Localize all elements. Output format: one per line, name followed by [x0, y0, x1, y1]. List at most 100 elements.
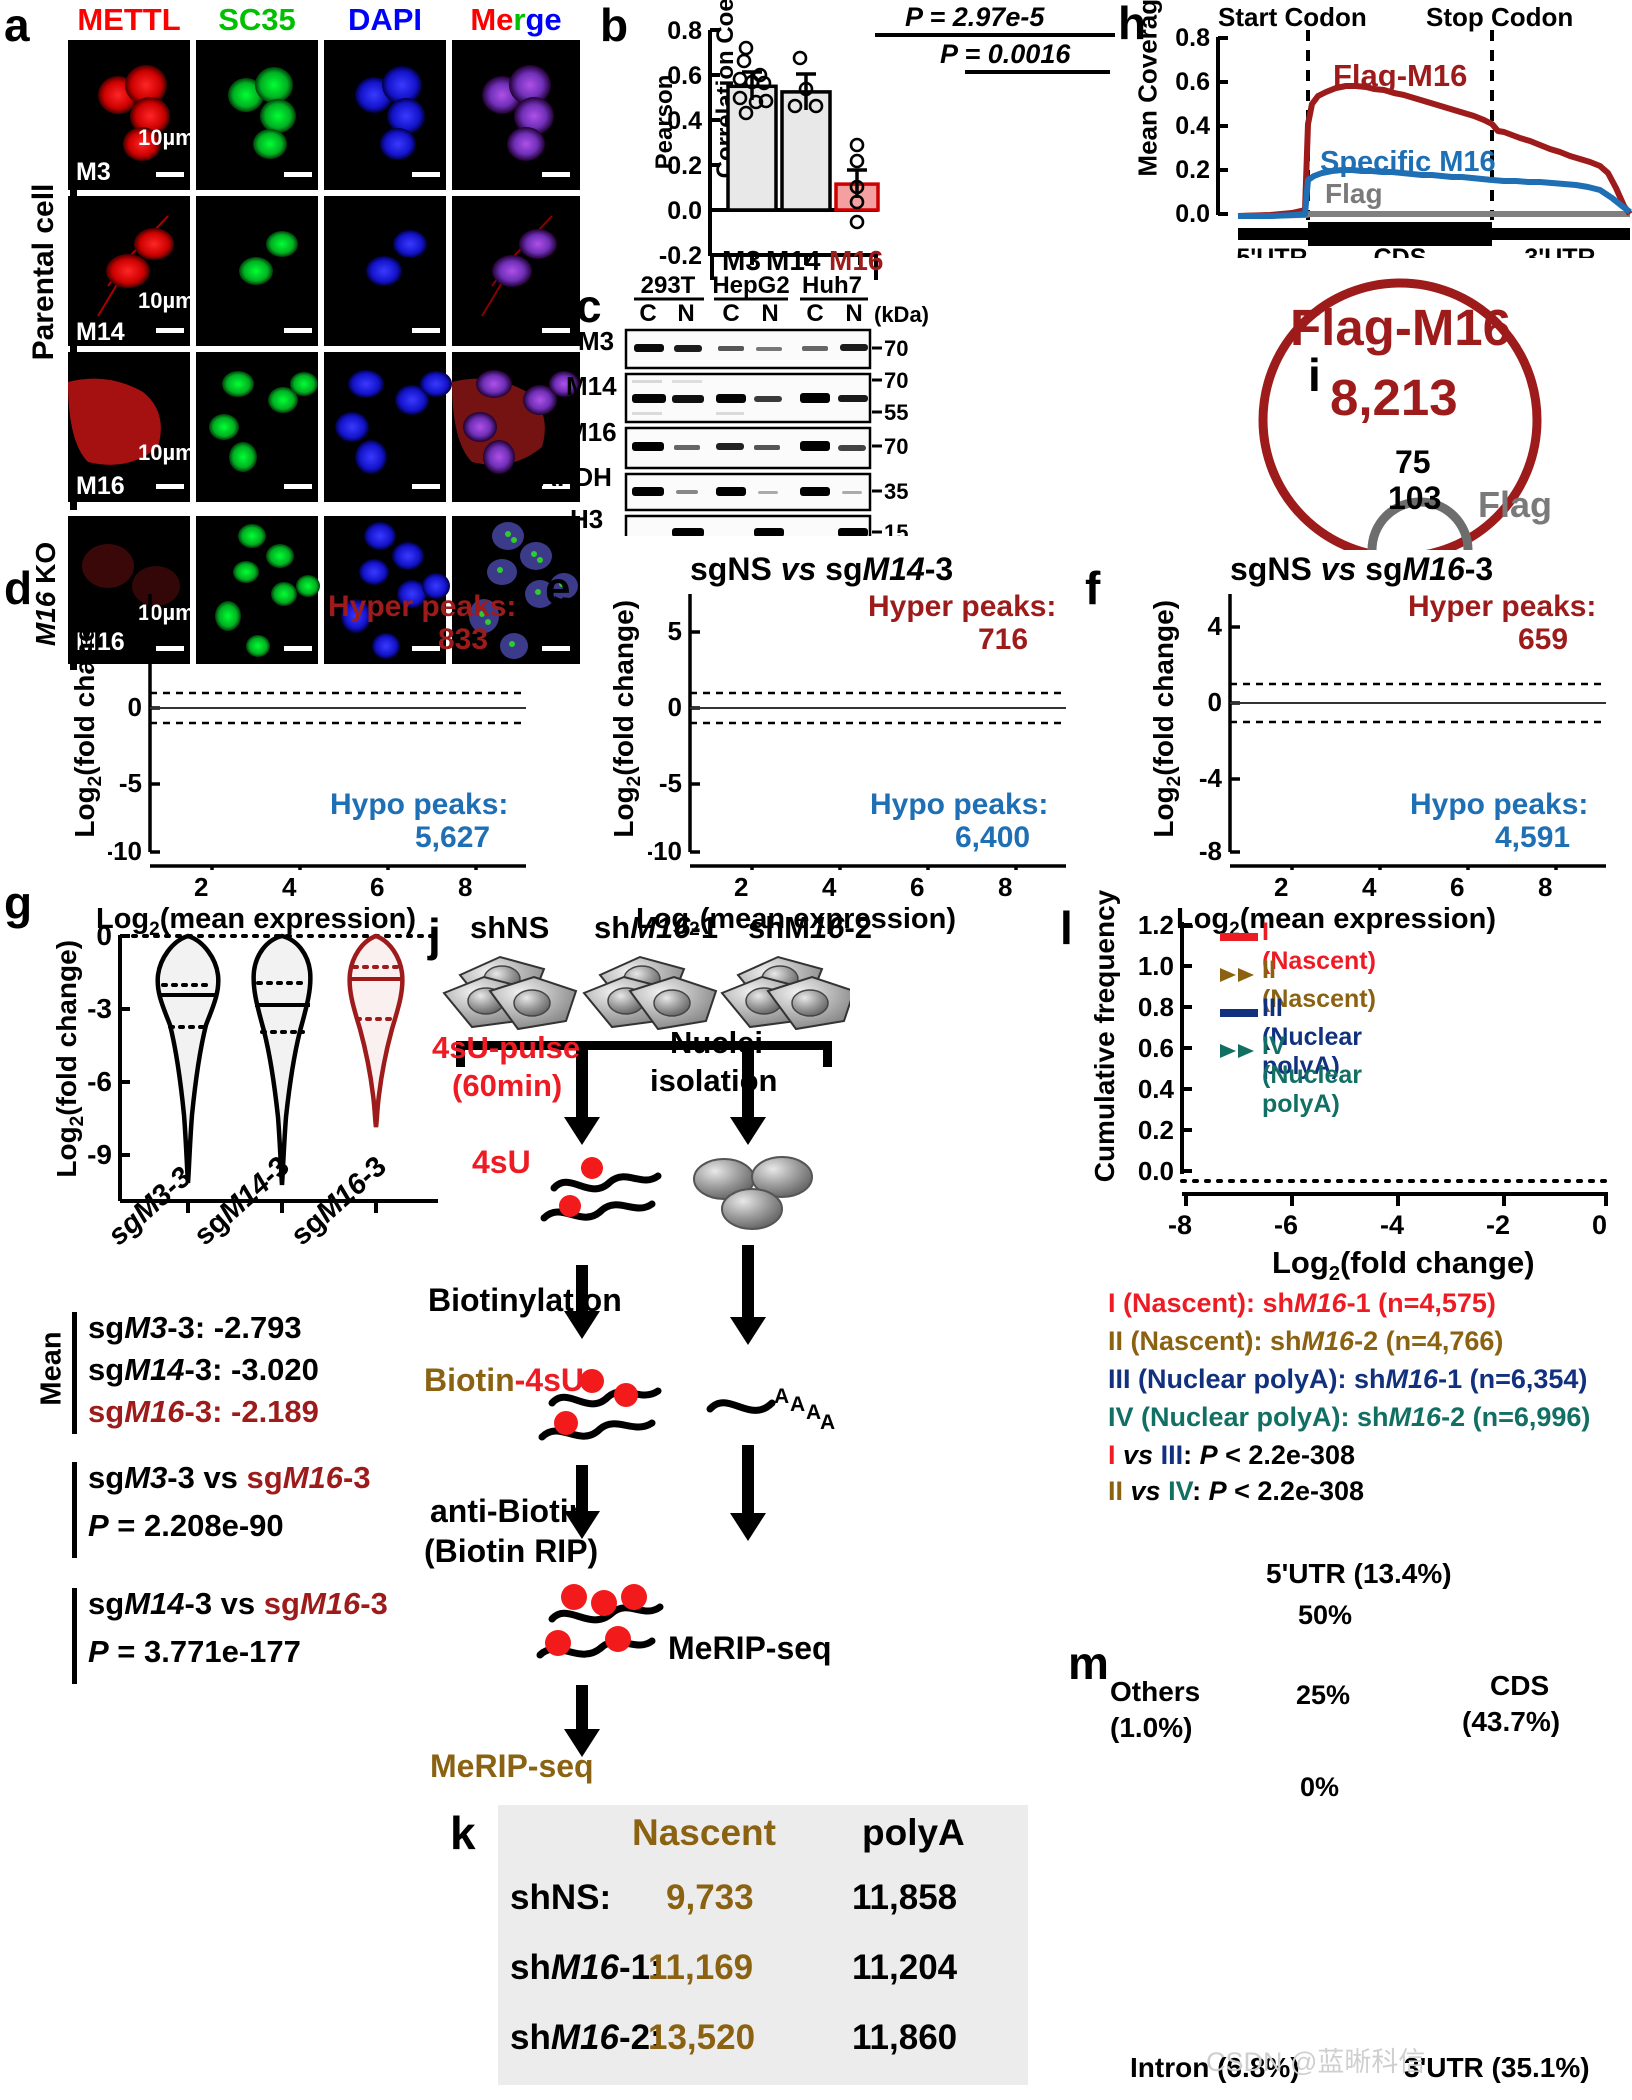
scalebar-label-2: 10µm — [138, 288, 195, 313]
panel-k-row-label-shns: shNS: — [510, 1878, 612, 1917]
panel-m-axis-intron: Intron (6.8%) — [1130, 2052, 1300, 2083]
panel-l-pvalue-2: II vs IV: P < 2.2e-308 — [1108, 1476, 1365, 1506]
stat-divider-1 — [72, 1462, 77, 1558]
legend-marker-i — [1218, 928, 1260, 946]
panel-k-row-label-shm16-2: shM16-2: — [510, 2018, 662, 2057]
svg-text:(kDa): (kDa) — [874, 302, 929, 327]
panel-j-4su-label: 4sU — [472, 1144, 531, 1180]
mean-divider — [72, 1312, 77, 1434]
panel-j-merip-left: MeRIP-seq — [430, 1748, 594, 1784]
svg-text:0.4: 0.4 — [1175, 112, 1210, 140]
svg-text:293T: 293T — [641, 276, 696, 299]
panel-k-row-shm16-1-polya: 11,204 — [852, 1948, 958, 1987]
svg-text:1.0: 1.0 — [1138, 951, 1174, 981]
svg-text:0: 0 — [96, 925, 112, 951]
panel-d-chart: 5 0 -5 -10 — [108, 580, 538, 870]
svg-text:-0.2: -0.2 — [659, 242, 702, 270]
panel-e-title: sgNS vs sgM14-3 — [690, 551, 954, 587]
panel-b-pvalue-2: P = 0.0016 — [940, 39, 1071, 69]
panel-h-annotation-stop: Stop Codon — [1426, 2, 1574, 32]
panel-c-letter: c — [576, 280, 602, 332]
legend-label-iii: III (Nuclear polyA) — [1262, 994, 1363, 1080]
svg-text:A: A — [774, 1385, 789, 1408]
panel-d-xtick-2: 2 — [194, 872, 209, 902]
panel-j-antibiotin-label-2: (Biotin RIP) — [424, 1533, 599, 1569]
column-header-dapi: DAPI — [347, 2, 423, 37]
panel-d-hypo-label: Hypo peaks: — [330, 788, 509, 821]
svg-text:0.8: 0.8 — [1175, 28, 1210, 52]
panel-h-chart: 0.8 0.6 0.4 0.2 0.0 5'UTR CDS 3'UTR — [1160, 28, 1632, 258]
panel-e-ylabel: Log2(fold change) — [608, 599, 645, 838]
panel-l-xtick--6: -6 — [1274, 1210, 1299, 1240]
panel-f-title: sgNS vs sgM16-3 — [1230, 551, 1494, 587]
panel-e-hyper-value: 716 — [978, 623, 1029, 656]
svg-text:HepG2: HepG2 — [712, 276, 789, 299]
panel-i-small-label: Flag — [1478, 484, 1553, 525]
row-label-m14: M14 — [76, 318, 125, 346]
panel-j-antibiotin-label-1: anti-Biotin — [430, 1493, 589, 1529]
svg-text:0.6: 0.6 — [1138, 1033, 1174, 1063]
panel-e-xtick-6: 6 — [910, 872, 925, 902]
panel-c-blot: 293T HepG2 Huh7 C N C N C N (kDa) 70 70 … — [620, 276, 930, 536]
panel-l-letter: l — [1060, 902, 1073, 954]
panel-l-footnote-iii: III (Nuclear polyA): shM16-1 (n=6,354) — [1108, 1364, 1588, 1394]
panel-e-xlabel: Log2(mean expression) — [636, 903, 956, 940]
svg-text:C: C — [639, 300, 656, 327]
panel-j-biotinylation-label: Biotinylation — [428, 1282, 622, 1318]
pvalue-line-2 — [965, 70, 1110, 74]
panel-m-axis-5utr: 5'UTR (13.4%) — [1266, 1558, 1452, 1589]
panel-f-ylabel: Log2(fold change) — [1148, 599, 1185, 838]
svg-text:70: 70 — [884, 434, 908, 459]
panel-m-ring-0: 0% — [1300, 1772, 1340, 1802]
svg-text:0.2: 0.2 — [1175, 156, 1210, 184]
panel-f-hyper-label: Hyper peaks: — [1408, 590, 1597, 623]
panel-k-col-polya: polyA — [862, 1812, 965, 1853]
panel-a-image-grid — [68, 40, 580, 670]
panel-j-condition-shns: shNS — [470, 910, 550, 945]
svg-text:N: N — [845, 300, 862, 327]
panel-h-annotation-start: Start Codon — [1218, 2, 1367, 32]
svg-text:-3: -3 — [87, 993, 112, 1024]
panel-k-row-shns-polya: 11,858 — [852, 1878, 958, 1917]
svg-text:5: 5 — [128, 616, 142, 646]
panel-k-row-shm16-2-nascent: 13,520 — [648, 2018, 756, 2057]
panel-i-letter: i — [1308, 349, 1321, 401]
panel-f-hypo-value: 4,591 — [1495, 821, 1571, 854]
panel-d-hyper-label: Hyper peaks: — [328, 590, 517, 623]
svg-text:0.4: 0.4 — [1138, 1074, 1175, 1104]
svg-text:N: N — [761, 300, 778, 327]
panel-j-diagram: A A A A — [430, 945, 850, 2075]
stat-pvalue-1: P = 2.208e-90 — [88, 1508, 284, 1543]
panel-d-hypo-value: 5,627 — [415, 821, 491, 854]
scalebar-label-4: 10µm — [138, 600, 195, 625]
panel-e-hypo-label: Hypo peaks: — [870, 788, 1049, 821]
svg-text:0: 0 — [668, 692, 682, 722]
svg-text:0.2: 0.2 — [1138, 1115, 1174, 1145]
panel-e-xtick-2: 2 — [734, 872, 749, 902]
legend-marker-iv — [1218, 1042, 1260, 1060]
panel-m-ring-50: 50% — [1298, 1600, 1353, 1630]
legend-marker-iii — [1218, 1004, 1260, 1022]
panel-e-xtick-4: 4 — [822, 872, 837, 902]
panel-i-overlap-value: 75 — [1395, 444, 1431, 480]
svg-text:70: 70 — [884, 368, 908, 393]
panel-d-ylabel: Log2(fold change) — [69, 599, 106, 838]
row-label-m16-ko: M16 — [76, 628, 125, 656]
panel-k-col-nascent: Nascent — [632, 1812, 776, 1853]
panel-i-big-value: 8,213 — [1330, 369, 1458, 426]
stat-comparison-2: sgM14-3 vs sgM16-3 — [88, 1586, 388, 1621]
svg-text:1.2: 1.2 — [1138, 912, 1174, 940]
svg-text:A: A — [820, 1411, 835, 1434]
panel-k-row-shm16-1-nascent: 11,169 — [648, 1948, 754, 1987]
panel-e-hyper-label: Hyper peaks: — [868, 590, 1057, 623]
svg-text:-10: -10 — [648, 836, 682, 866]
panel-l-xtick--2: -2 — [1486, 1210, 1511, 1240]
mean-row-m16: sgM16-3: -2.189 — [88, 1394, 319, 1429]
svg-text:0.2: 0.2 — [667, 152, 702, 180]
panel-b-pvalue-1: P = 2.97e-5 — [905, 2, 1045, 32]
svg-text:A: A — [806, 1401, 821, 1424]
svg-text:A: A — [790, 1393, 805, 1416]
panel-l-footnote-ii: II (Nascent): shM16-2 (n=4,766) — [1108, 1326, 1504, 1356]
panel-k-row-shns-nascent: 9,733 — [666, 1878, 754, 1917]
panel-j-nuclei-line1: Nuclei — [670, 1025, 764, 1060]
